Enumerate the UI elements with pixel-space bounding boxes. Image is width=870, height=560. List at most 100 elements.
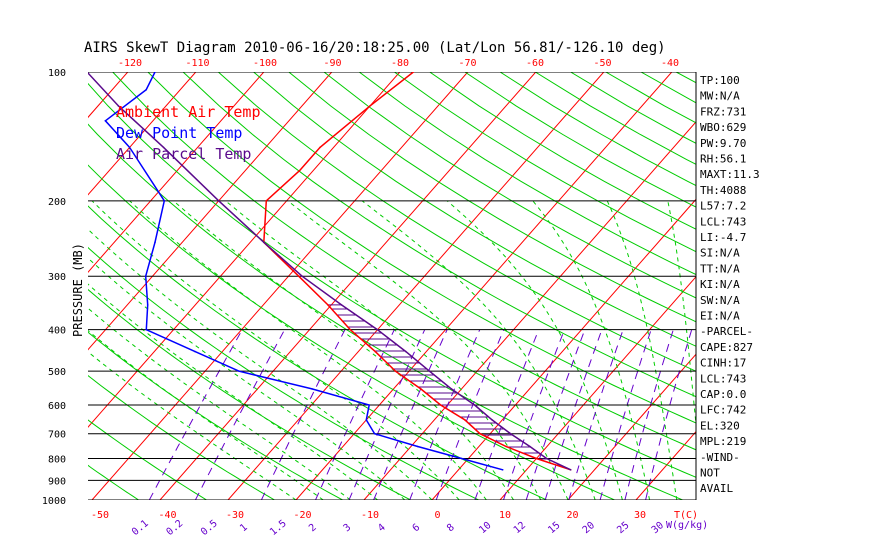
y-axis-label: PRESSURE (MB) bbox=[71, 243, 85, 337]
isotherm-line bbox=[295, 72, 673, 500]
dew-point-point bbox=[416, 445, 419, 448]
dry-adiabat-line bbox=[499, 72, 696, 187]
mixing-ratio-tick-label: 25 bbox=[615, 520, 631, 536]
mixing-ratio-tick-label: 1 bbox=[238, 522, 250, 534]
mixing-ratio-tick-label: 8 bbox=[445, 522, 457, 534]
ambient-temp-point bbox=[505, 445, 507, 448]
isotherm-line bbox=[88, 72, 265, 273]
pressure-tick-label: 800 bbox=[48, 455, 66, 466]
mixing-ratio-line bbox=[148, 329, 243, 500]
ambient-temp-point bbox=[265, 200, 268, 202]
dry-adiabat-line bbox=[88, 419, 207, 500]
isotherm-line bbox=[159, 72, 537, 500]
moist-adiabat-line bbox=[88, 351, 297, 500]
ambient-temp-point bbox=[297, 275, 300, 278]
dry-adiabat-line bbox=[88, 205, 547, 500]
ambient-temp-point bbox=[298, 169, 301, 172]
mixing-ratio-line bbox=[503, 329, 565, 500]
dry-adiabat-line bbox=[288, 72, 696, 323]
parcel-temp-point bbox=[117, 105, 120, 107]
dew-point-point bbox=[194, 350, 196, 353]
pressure-tick-label: 200 bbox=[48, 197, 66, 208]
pressure-tick-label: 300 bbox=[48, 272, 66, 283]
pressure-tick-label: 500 bbox=[48, 367, 66, 378]
ambient-temp-point bbox=[349, 328, 352, 331]
parcel-temp-point bbox=[405, 350, 407, 353]
bottom-temp-tick-label: -40 bbox=[158, 510, 176, 521]
index-value: AVAIL bbox=[700, 482, 733, 495]
index-value: L57:7.2 bbox=[700, 200, 746, 213]
index-value: -WIND- bbox=[700, 451, 740, 464]
mixing-ratio-tick-label: 20 bbox=[581, 520, 597, 536]
dew-point-point bbox=[145, 88, 147, 91]
dew-point-point bbox=[144, 275, 147, 278]
parcel-temp-point bbox=[86, 71, 88, 73]
pressure-tick-label: 900 bbox=[48, 476, 66, 487]
isotherm-line bbox=[363, 121, 696, 500]
top-temp-tick-label: -60 bbox=[526, 58, 544, 69]
bottom-temp-tick-label: -20 bbox=[293, 510, 311, 521]
ambient-temp-point bbox=[535, 457, 538, 460]
index-value: TP:100 bbox=[700, 74, 740, 87]
index-value: MAXT:11.3 bbox=[700, 168, 760, 181]
ambient-temp-point bbox=[464, 419, 466, 421]
moist-adiabat-line bbox=[129, 200, 487, 500]
parcel-temp-point bbox=[301, 275, 303, 278]
index-value: CAPE:827 bbox=[700, 341, 753, 354]
index-value: KI:N/A bbox=[700, 278, 740, 291]
top-temp-tick-label: -80 bbox=[391, 58, 409, 69]
bottom-temp-tick-label: 30 bbox=[634, 510, 646, 521]
parcel-temp-point bbox=[217, 200, 220, 202]
bottom-temp-tick-label: -10 bbox=[361, 510, 379, 521]
ambient-temp-point bbox=[439, 404, 442, 406]
mixing-ratio-tick-label: 12 bbox=[512, 520, 528, 536]
mixing-ratio-tick-label: 0.2 bbox=[164, 518, 185, 538]
mixing-ratio-tick-label: 2 bbox=[307, 522, 319, 534]
dry-adiabat-line bbox=[88, 374, 275, 500]
ambient-temp-line bbox=[263, 72, 571, 471]
sounding-series bbox=[86, 71, 572, 471]
index-value: SI:N/A bbox=[700, 247, 740, 260]
top-temp-tick-label: -120 bbox=[118, 58, 142, 69]
top-temp-tick-label: -70 bbox=[458, 58, 476, 69]
index-value: LFC:742 bbox=[700, 404, 746, 417]
index-value: LI:-4.7 bbox=[700, 231, 746, 244]
legend-entry: Dew Point Temp bbox=[116, 124, 242, 142]
bottom-temp-tick-label: -30 bbox=[226, 510, 244, 521]
ambient-temp-point bbox=[394, 370, 397, 373]
parcel-temp-point bbox=[162, 146, 165, 149]
dew-point-point bbox=[365, 419, 368, 421]
legend-entry: Air Parcel Temp bbox=[116, 145, 251, 163]
dry-adiabat-line bbox=[394, 72, 696, 253]
index-value: MPL:219 bbox=[700, 435, 746, 448]
ambient-temp-point bbox=[479, 432, 481, 435]
moist-adiabat-line bbox=[88, 228, 433, 500]
legend: Ambient Air Temp Dew Point Temp Air Parcel… bbox=[116, 103, 261, 163]
bottom-temp-tick-label: -50 bbox=[91, 510, 109, 521]
pressure-tick-label: 400 bbox=[48, 326, 66, 337]
dry-adiabat-line bbox=[253, 72, 696, 347]
dry-adiabat-line bbox=[182, 72, 696, 398]
isotherm-line bbox=[88, 72, 197, 196]
pressure-tick-label: 1000 bbox=[42, 496, 66, 507]
dew-point-line bbox=[104, 72, 503, 471]
legend-entry: Ambient Air Temp bbox=[116, 103, 261, 121]
dry-adiabat-line bbox=[88, 82, 696, 478]
ambient-temp-point bbox=[369, 105, 371, 107]
mixing-ratio-axis-label: W(g/kg) bbox=[666, 520, 708, 531]
mixing-ratio-tick-label: 6 bbox=[411, 522, 423, 534]
dew-point-point bbox=[154, 241, 156, 244]
ambient-temp-point bbox=[420, 388, 422, 390]
mixing-ratio-line bbox=[525, 329, 586, 500]
ambient-temp-point bbox=[319, 146, 321, 149]
mixing-ratio-tick-label: 10 bbox=[477, 520, 493, 536]
dry-adiabat-line bbox=[147, 72, 696, 424]
dew-point-point bbox=[163, 200, 166, 202]
isotherm-line bbox=[227, 72, 605, 500]
isotherm-line bbox=[499, 276, 696, 500]
index-value: RH:56.1 bbox=[700, 153, 746, 166]
dew-point-point bbox=[373, 432, 376, 435]
bottom-temp-tick-label: 20 bbox=[566, 510, 578, 521]
index-value: CINH:17 bbox=[700, 357, 746, 370]
